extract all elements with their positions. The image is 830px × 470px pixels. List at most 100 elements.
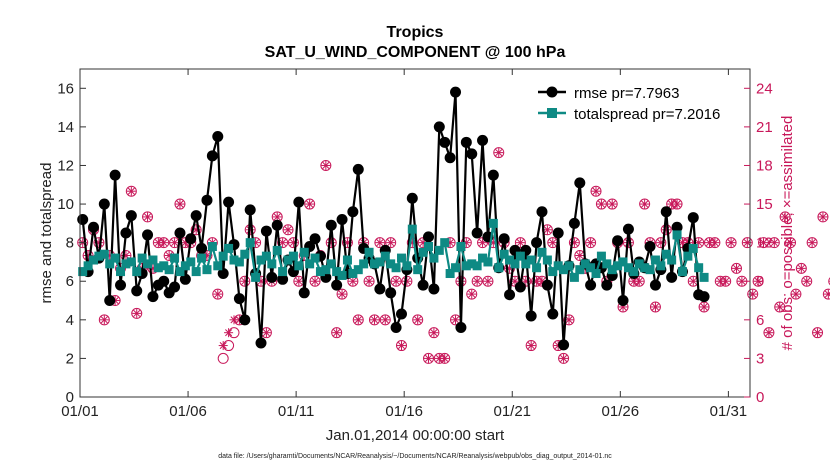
obs-possible-marker [752,275,764,287]
totalspread-point [694,263,704,273]
obs-assimilated-stroke [700,303,708,311]
obs-assimilated-marker [278,238,288,248]
rmse-point [277,273,289,285]
rmse-point [77,213,89,225]
rmse-point [585,279,597,291]
obs-assimilated-stroke [338,290,346,298]
totalspread-point [256,255,266,265]
obs-assimilated-stroke [144,213,152,221]
rmse-point [309,233,321,245]
totalspread-point [521,259,531,269]
totalspread-point [197,253,207,263]
rmse-point [406,192,418,204]
obs-assimilated-stroke [387,239,395,247]
rmse-point [687,212,699,224]
totalspread-point [94,251,104,261]
y-right-tick-label: 15 [756,196,773,213]
totalspread-point [202,265,212,275]
obs-possible-marker [428,327,440,339]
obs-possible-marker [741,237,753,249]
rmse-point [541,279,553,291]
rmse-point [131,285,143,297]
obs-assimilated-marker [807,238,817,248]
obs-assimilated-marker [434,353,444,363]
obs-assimilated-stroke [814,329,822,337]
obs-possible-marker [336,288,348,300]
obs-possible-marker [423,352,435,364]
rmse-point [233,293,245,305]
obs-assimilated-stroke [370,316,379,324]
totalspread-point [634,259,644,269]
obs-assimilated-stroke [441,354,449,362]
y-right-tick-label: 18 [756,157,773,174]
rmse-point [185,233,197,245]
totalspread-point [650,255,660,265]
rmse-point [147,291,159,303]
obs-assimilated-marker [483,276,493,286]
x-tick-label: 01/16 [385,403,423,420]
obs-assimilated-stroke [759,239,768,247]
obs-assimilated-stroke [543,226,551,234]
obs-assimilated-marker [672,199,682,209]
totalspread-point [180,261,190,271]
rmse-point [514,281,526,293]
obs-possible-marker [142,211,154,223]
rmse-point [125,210,137,222]
y-right-tick-label: 21 [756,119,773,136]
y-axis-label-left: rmse and totalspread [38,163,55,304]
obs-assimilated-stroke [230,316,238,324]
obs-assimilated-marker [305,199,315,209]
obs-assimilated-stroke [414,316,422,324]
rmse-point [423,231,435,243]
obs-assimilated-marker [321,160,331,170]
totalspread-point [640,263,650,273]
totalspread-point [478,253,488,263]
obs-assimilated-marker [661,225,671,235]
rmse-point [525,310,537,322]
rmse-point [666,271,678,283]
y-right-tick-label: 3 [756,350,764,367]
rmse-point [190,210,202,222]
rmse-point [88,221,100,233]
totalspread-point [677,267,687,277]
totalspread-point [434,245,444,255]
obs-assimilated-marker [731,263,741,273]
rmse-point [223,196,235,208]
totalspread-point [224,243,234,253]
obs-possible-marker [125,185,137,197]
obs-assimilated-marker [451,315,461,325]
y-left-tick-label: 8 [66,235,74,252]
obs-assimilated-marker [775,302,785,312]
obs-assimilated-marker [753,276,763,286]
obs-possible-marker [725,237,737,249]
chart-title-line2: SAT_U_WIND_COMPONENT @ 100 hPa [265,44,566,61]
totalspread-point [688,243,698,253]
obs-possible-marker [801,275,813,287]
obs-possible-marker [514,237,526,249]
totalspread-point [461,261,471,271]
y-left-tick-label: 12 [57,157,74,174]
obs-assimilated-marker [721,276,731,286]
rmse-point [331,279,343,291]
obs-assimilated-stroke [333,329,341,337]
obs-possible-marker [817,211,829,223]
obs-assimilated-marker [143,212,153,222]
totalspread-point [240,249,250,259]
totalspread-point [564,261,574,271]
totalspread-point [532,263,542,273]
obs-possible-marker [768,237,780,249]
rmse-point [260,225,272,237]
totalspread-point [278,267,288,277]
obs-assimilated-stroke [786,239,795,247]
obs-assimilated-marker [126,186,136,196]
obs-assimilated-marker [586,238,596,248]
totalspread-point [683,251,693,261]
obs-assimilated-stroke [576,251,584,260]
totalspread-point [607,265,617,275]
obs-assimilated-stroke [673,200,681,208]
rmse-point [298,287,310,299]
obs-possible-marker [774,301,786,313]
obs-assimilated-marker [159,238,169,248]
obs-possible-marker [325,237,337,249]
obs-assimilated-stroke [635,277,643,285]
